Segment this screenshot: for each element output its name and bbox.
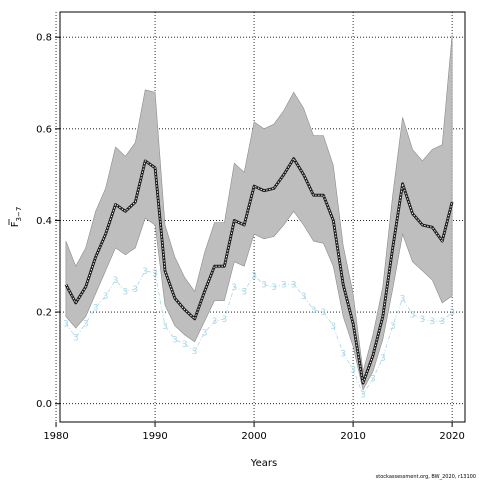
svg-text:F3−7: F3−7 [10,207,23,228]
retro-marker: 3 [301,292,307,302]
retro-line [65,270,453,396]
retro-marker: 3 [241,287,247,297]
retro-marker: 3 [429,317,435,327]
confidence-band [65,34,453,391]
retro-marker: 3 [330,322,336,332]
y-axis-title-sub: 3−7 [15,207,23,222]
estimate-series [64,157,454,385]
retro-marker: 3 [63,320,69,330]
retro-marker: 3 [142,267,148,277]
retro-marker: 3 [172,336,178,346]
retro-marker: 3 [162,322,168,332]
retro-marker: 3 [251,271,257,281]
retro-marker: 3 [73,333,79,343]
retro-marker: 3 [261,281,267,291]
retro-marker: 3 [340,349,346,359]
retro-marker: 3 [103,292,109,302]
retro-marker: 3 [93,303,99,313]
retro-marker: 3 [420,315,426,325]
y-axis: 0.0 0.2 0.4 0.6 0.8 [36,33,60,410]
x-axis: 1980 1990 2000 2010 2020 [43,422,465,442]
retro-marker: 3 [449,308,455,318]
x-tick-label: 2010 [340,431,365,442]
retro-marker: 3 [360,391,366,401]
retro-marker: 3 [370,374,376,384]
retro-marker: 3 [231,283,237,293]
retro-marker: 3 [113,276,119,286]
retro-marker: 3 [380,354,386,364]
retro-marker: 3 [192,347,198,357]
footer-credit: stockassessment.org, BW_2020, r13100 [376,474,476,480]
retro-marker: 3 [83,320,89,330]
retro-marker: 3 [202,329,208,339]
retro-marker: 3 [291,281,297,291]
retro-marker: 3 [410,310,416,320]
x-axis-title: Years [250,458,277,469]
x-tick-label: 2000 [241,431,266,442]
retro-marker: 3 [321,308,327,318]
retro-marker: 3 [122,287,128,297]
x-tick-label: 1980 [43,431,68,442]
y-tick-label: 0.6 [36,124,52,135]
y-tick-label: 0.0 [36,399,52,410]
y-tick-label: 0.2 [36,308,52,319]
y-tick-label: 0.4 [36,216,52,227]
retro-marker: 3 [390,322,396,332]
retro-marker: 3 [132,285,138,295]
retro-marker: 3 [281,281,287,291]
retro-marker: 3 [311,306,317,316]
y-axis-title-main: F [10,221,21,227]
retro-marker: 3 [350,365,356,375]
plot-frame [59,11,466,423]
x-tick-label: 2020 [439,431,464,442]
retro-marker: 3 [439,317,445,327]
band-area [65,34,453,391]
x-tick-label: 1990 [142,431,167,442]
retro-marker: 3 [222,315,228,325]
retro-marker: 3 [212,317,218,327]
y-axis-title: F3−7 [8,207,23,228]
retro-marker: 3 [152,269,158,279]
retro-marker: 3 [182,340,188,350]
retro-marker: 3 [400,294,406,304]
y-tick-label: 0.8 [36,33,52,44]
retro-marker: 3 [271,283,277,293]
estimate-line-highlight [65,157,453,385]
